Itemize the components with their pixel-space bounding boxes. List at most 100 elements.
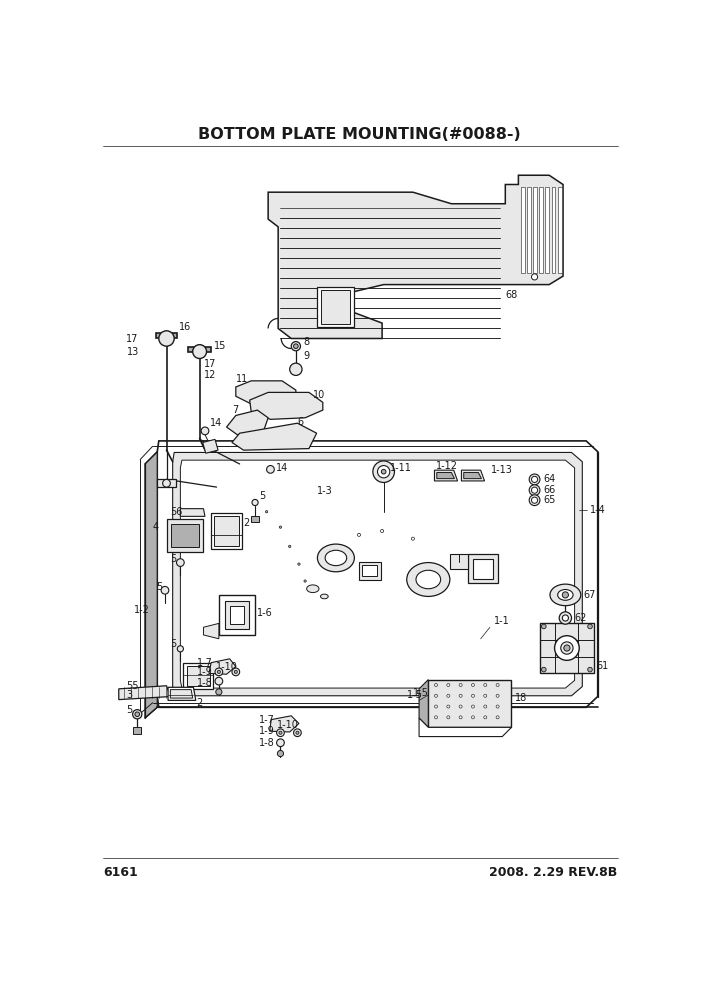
Text: 9: 9 bbox=[303, 351, 310, 361]
Polygon shape bbox=[157, 479, 176, 487]
Text: 1-5: 1-5 bbox=[413, 688, 429, 698]
Polygon shape bbox=[521, 186, 524, 273]
Polygon shape bbox=[250, 393, 323, 420]
Text: BOTTOM PLATE MOUNTING(#0088-): BOTTOM PLATE MOUNTING(#0088-) bbox=[199, 127, 521, 142]
Polygon shape bbox=[209, 659, 236, 675]
Text: 1-8: 1-8 bbox=[259, 738, 274, 748]
Polygon shape bbox=[539, 186, 543, 273]
Text: 1-4: 1-4 bbox=[590, 505, 606, 515]
Ellipse shape bbox=[557, 589, 573, 600]
Text: 62: 62 bbox=[575, 613, 587, 623]
Ellipse shape bbox=[550, 584, 581, 606]
Polygon shape bbox=[171, 689, 192, 698]
Polygon shape bbox=[230, 606, 244, 624]
Ellipse shape bbox=[416, 570, 441, 588]
Text: 17: 17 bbox=[204, 359, 216, 369]
Circle shape bbox=[373, 461, 395, 482]
Polygon shape bbox=[419, 718, 512, 737]
Text: 56: 56 bbox=[171, 507, 183, 517]
Polygon shape bbox=[236, 381, 296, 404]
Circle shape bbox=[265, 511, 267, 513]
Text: 1-2: 1-2 bbox=[134, 605, 150, 615]
Polygon shape bbox=[157, 440, 597, 707]
Polygon shape bbox=[168, 687, 196, 700]
Circle shape bbox=[277, 739, 284, 747]
Polygon shape bbox=[362, 564, 378, 576]
Polygon shape bbox=[557, 186, 562, 273]
Circle shape bbox=[564, 645, 570, 651]
Circle shape bbox=[133, 709, 142, 719]
Polygon shape bbox=[321, 290, 350, 323]
Circle shape bbox=[562, 615, 569, 621]
Text: 10: 10 bbox=[313, 390, 325, 400]
Polygon shape bbox=[437, 472, 454, 478]
Circle shape bbox=[378, 465, 390, 478]
Circle shape bbox=[529, 495, 540, 506]
Polygon shape bbox=[552, 186, 555, 273]
Polygon shape bbox=[540, 623, 594, 674]
Polygon shape bbox=[183, 663, 213, 688]
Polygon shape bbox=[166, 520, 204, 552]
Circle shape bbox=[293, 344, 298, 348]
Text: 5: 5 bbox=[171, 555, 177, 564]
Text: 16: 16 bbox=[179, 322, 191, 332]
Circle shape bbox=[252, 499, 258, 506]
Text: 2: 2 bbox=[244, 518, 250, 528]
Text: 66: 66 bbox=[544, 485, 556, 495]
Circle shape bbox=[555, 636, 579, 661]
Circle shape bbox=[531, 274, 538, 280]
Text: 5: 5 bbox=[156, 582, 162, 592]
Text: 13: 13 bbox=[126, 347, 139, 357]
Polygon shape bbox=[180, 509, 205, 517]
Polygon shape bbox=[270, 716, 299, 732]
Text: 4: 4 bbox=[152, 522, 159, 532]
Circle shape bbox=[290, 363, 302, 375]
Text: 3: 3 bbox=[126, 690, 133, 700]
Text: 18: 18 bbox=[515, 693, 526, 703]
Circle shape bbox=[279, 526, 282, 529]
Text: 6: 6 bbox=[298, 417, 303, 427]
Circle shape bbox=[178, 646, 183, 652]
Ellipse shape bbox=[325, 551, 347, 565]
Text: 5: 5 bbox=[126, 705, 133, 715]
Text: 8: 8 bbox=[303, 337, 310, 347]
Circle shape bbox=[192, 344, 206, 358]
Polygon shape bbox=[180, 460, 575, 688]
Circle shape bbox=[529, 474, 540, 485]
Polygon shape bbox=[203, 439, 218, 453]
Circle shape bbox=[541, 668, 546, 672]
Circle shape bbox=[161, 586, 168, 594]
Text: 14: 14 bbox=[276, 463, 288, 473]
Polygon shape bbox=[251, 517, 259, 522]
Polygon shape bbox=[473, 558, 493, 578]
Polygon shape bbox=[225, 601, 249, 629]
Ellipse shape bbox=[406, 562, 450, 596]
Text: 67: 67 bbox=[584, 590, 596, 600]
Circle shape bbox=[381, 469, 386, 474]
Ellipse shape bbox=[321, 594, 329, 599]
Polygon shape bbox=[171, 524, 199, 548]
Circle shape bbox=[215, 668, 223, 676]
Text: 1-6: 1-6 bbox=[258, 608, 273, 618]
Circle shape bbox=[159, 330, 174, 346]
Polygon shape bbox=[145, 451, 157, 718]
Circle shape bbox=[277, 729, 284, 737]
Polygon shape bbox=[450, 555, 468, 569]
Text: 64: 64 bbox=[544, 474, 556, 484]
Circle shape bbox=[232, 668, 239, 676]
Text: 55: 55 bbox=[126, 681, 139, 690]
Text: 14: 14 bbox=[210, 419, 222, 429]
Circle shape bbox=[588, 668, 592, 672]
Polygon shape bbox=[419, 680, 428, 727]
Text: 7: 7 bbox=[232, 405, 238, 415]
Circle shape bbox=[531, 497, 538, 503]
Text: 65: 65 bbox=[544, 495, 556, 505]
Polygon shape bbox=[359, 561, 380, 579]
Text: 1-10: 1-10 bbox=[216, 663, 238, 673]
Text: 1-9: 1-9 bbox=[197, 667, 213, 677]
Text: 1-12: 1-12 bbox=[436, 460, 458, 470]
Text: 2: 2 bbox=[196, 697, 202, 707]
Polygon shape bbox=[232, 424, 317, 450]
Text: 1-1: 1-1 bbox=[494, 616, 510, 626]
Circle shape bbox=[588, 624, 592, 629]
